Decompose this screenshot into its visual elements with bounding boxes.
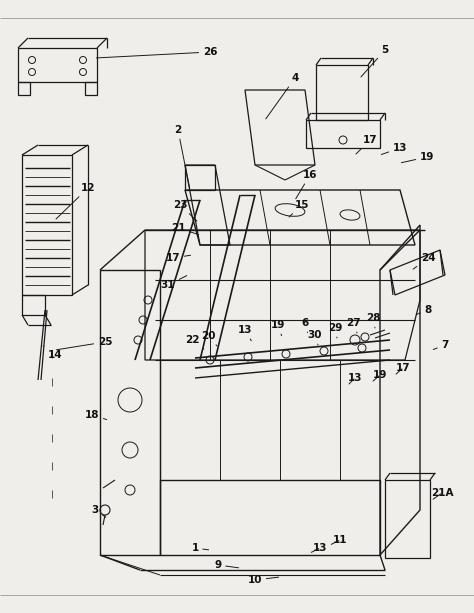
Text: 7: 7 <box>433 340 449 350</box>
Text: 31: 31 <box>161 276 187 290</box>
Text: 21A: 21A <box>431 488 453 499</box>
Text: 13: 13 <box>348 373 362 384</box>
Text: 2: 2 <box>174 125 190 189</box>
Text: 4: 4 <box>266 73 299 119</box>
Text: 6: 6 <box>301 318 309 333</box>
Text: 17: 17 <box>166 253 191 263</box>
Text: 24: 24 <box>413 253 435 269</box>
Text: 25: 25 <box>56 337 112 350</box>
Text: 19: 19 <box>271 320 285 336</box>
Text: 13: 13 <box>381 143 407 154</box>
Text: 12: 12 <box>56 183 95 219</box>
Text: 29: 29 <box>328 323 342 338</box>
Text: 3: 3 <box>91 505 106 517</box>
Text: 8: 8 <box>416 305 432 315</box>
Text: 16: 16 <box>296 170 317 199</box>
Text: 17: 17 <box>356 135 377 154</box>
Text: 20: 20 <box>201 331 217 346</box>
Text: 17: 17 <box>396 363 410 374</box>
Text: 13: 13 <box>238 325 252 341</box>
Text: 28: 28 <box>366 313 380 328</box>
Text: 26: 26 <box>96 47 217 58</box>
Text: 15: 15 <box>289 200 309 217</box>
Text: 5: 5 <box>361 45 389 77</box>
Text: 19: 19 <box>373 370 387 381</box>
Text: 21: 21 <box>171 223 199 235</box>
Text: 14: 14 <box>43 346 62 360</box>
Text: 13: 13 <box>311 543 327 553</box>
Text: 1: 1 <box>191 543 209 553</box>
Text: 10: 10 <box>248 575 279 585</box>
Text: 19: 19 <box>401 152 434 162</box>
Text: 9: 9 <box>214 560 238 570</box>
Text: 23: 23 <box>173 200 197 221</box>
Text: 11: 11 <box>331 535 347 545</box>
Text: 30: 30 <box>308 330 322 345</box>
Text: 27: 27 <box>346 318 360 333</box>
Text: 18: 18 <box>85 410 107 420</box>
Text: 22: 22 <box>185 335 204 349</box>
